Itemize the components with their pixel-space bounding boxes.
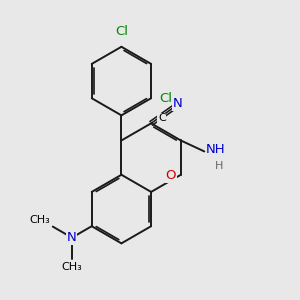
Text: CH₃: CH₃ <box>61 262 82 272</box>
Text: N: N <box>172 97 182 110</box>
Text: N: N <box>67 231 77 244</box>
Text: CH₃: CH₃ <box>29 215 50 225</box>
Text: Cl: Cl <box>115 26 128 38</box>
Text: H: H <box>214 161 223 171</box>
Text: C: C <box>158 113 166 123</box>
Text: Cl: Cl <box>160 92 172 105</box>
Text: O: O <box>166 169 176 182</box>
Text: NH: NH <box>206 143 226 156</box>
